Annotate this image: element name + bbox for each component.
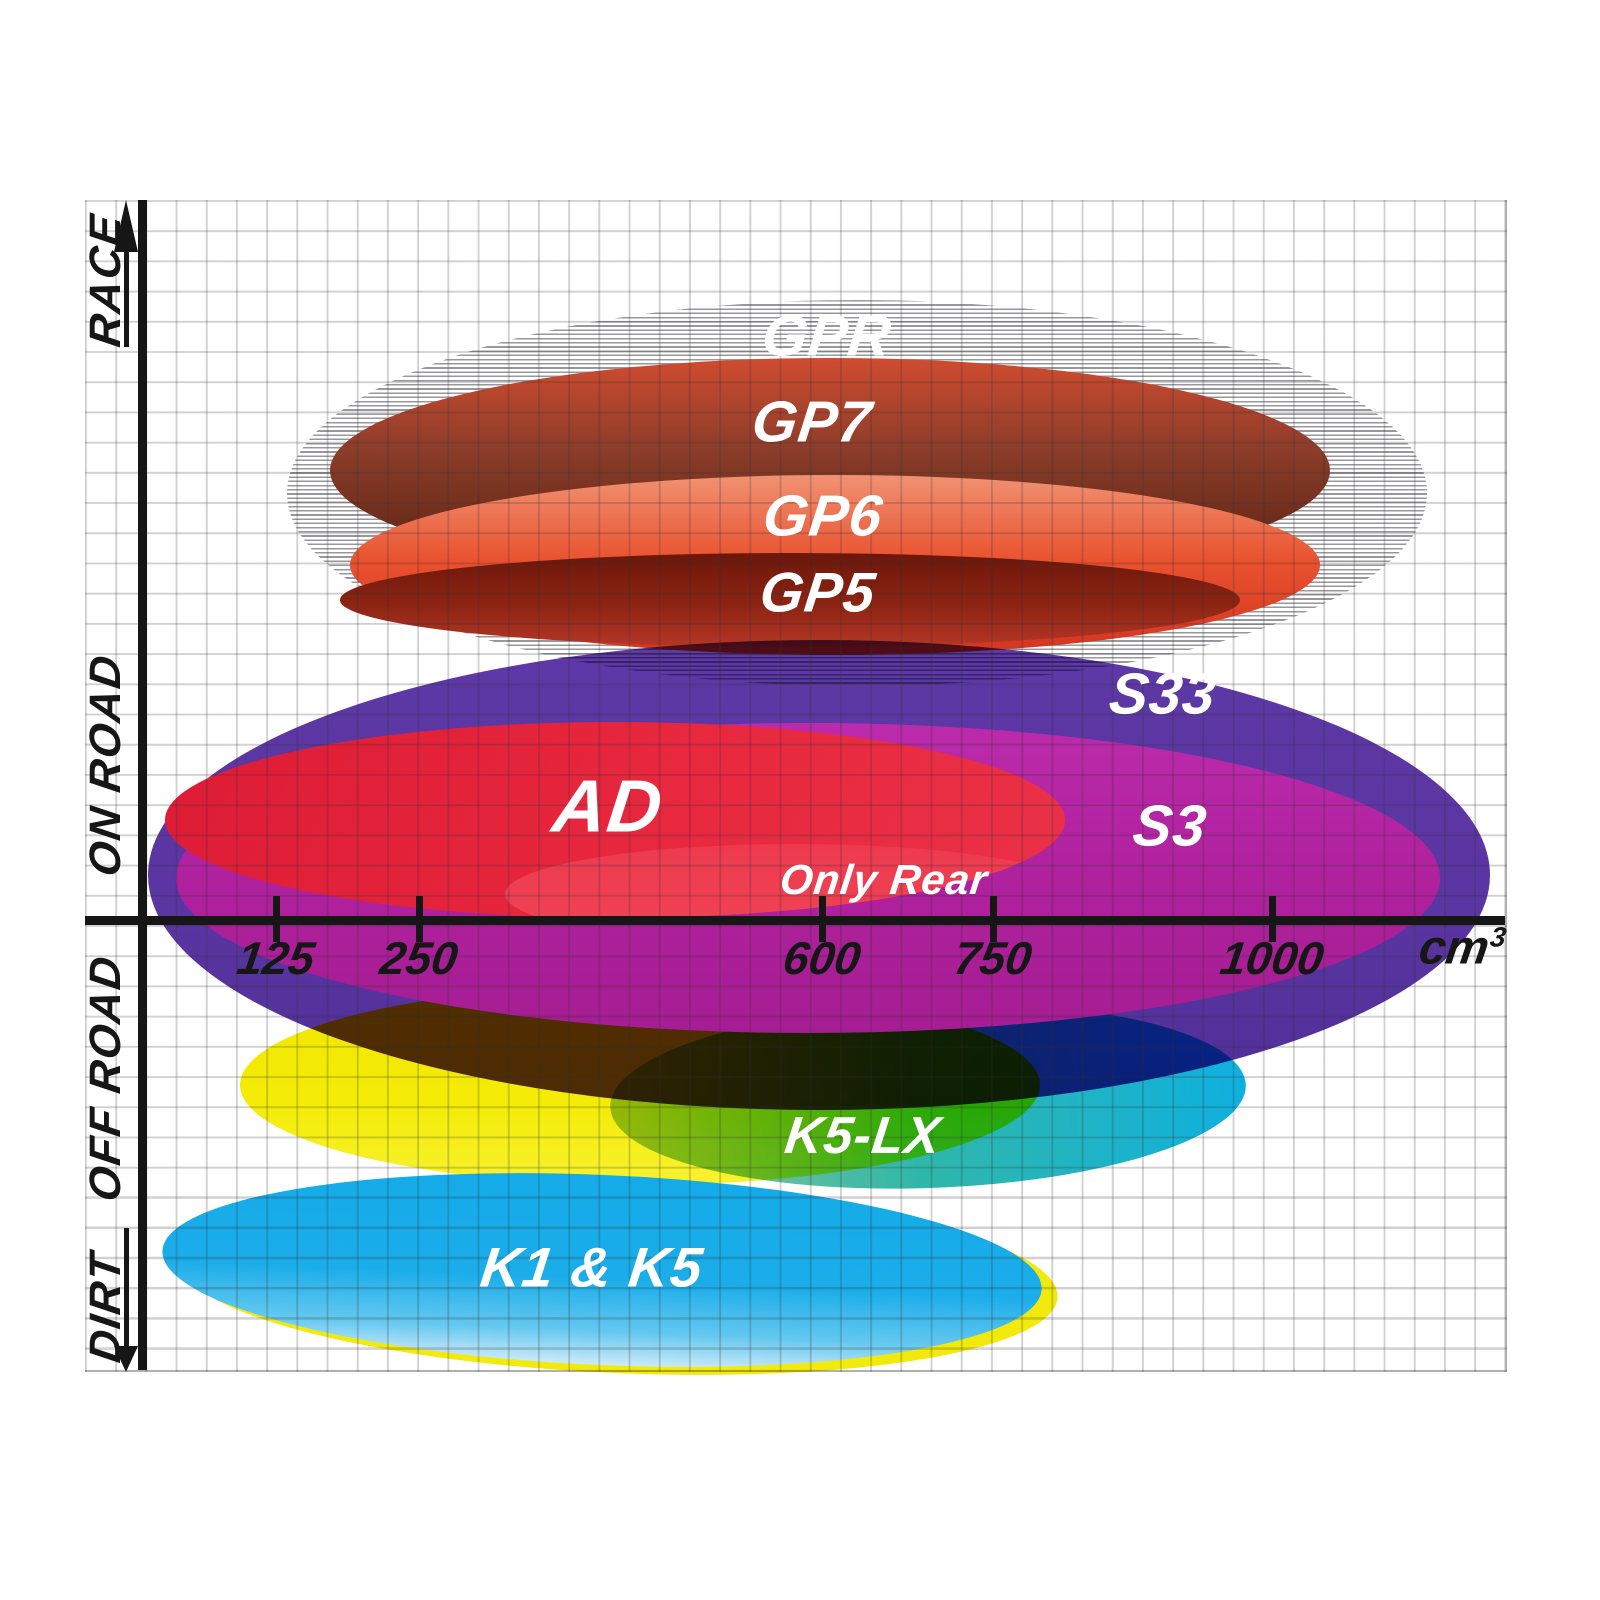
x-axis-unit-exponent: 3 (1488, 921, 1509, 953)
only-rear-ellipse (505, 844, 1065, 918)
k1k5-cyan-ellipse-label: K1 & K5 (477, 1235, 707, 1299)
ad-ellipse (165, 722, 1065, 918)
zone-label-on-road: ON ROAD (81, 650, 130, 880)
race-arrow-up-icon (114, 200, 138, 252)
only-rear-ellipse-label: Only Rear (777, 856, 991, 903)
gp6-ellipse-label: GP6 (759, 483, 887, 549)
gp5-ellipse-label: GP5 (756, 560, 880, 624)
gp7-ellipse-label: GP7 (748, 389, 876, 455)
x-axis-tick-600 (819, 896, 826, 942)
s3-ellipse-label: S3 (1129, 793, 1211, 859)
x-axis-tick-label-750: 750 (950, 932, 1036, 984)
x-axis-tick-250 (416, 896, 423, 942)
x-axis-line (85, 916, 1505, 925)
x-axis-tick-1000 (1269, 896, 1276, 942)
ad-ellipse-label: AD (548, 764, 668, 848)
zone-label-off-road: OFF ROAD (81, 951, 130, 1205)
dirt-arrow-shaft (124, 1228, 129, 1346)
race-arrow-shaft (124, 252, 129, 347)
x-axis-tick-750 (990, 896, 997, 942)
s33-ellipse-label: S33 (1105, 661, 1221, 727)
x-axis-tick-label-600: 600 (779, 932, 865, 984)
x-axis-tick-125 (273, 896, 280, 942)
gp5-ellipse (340, 553, 1240, 647)
x-axis-tick-label-1000: 1000 (1217, 932, 1327, 984)
dirt-arrow-down-icon (114, 1346, 138, 1372)
x-axis-unit-label: cm3 (1416, 921, 1509, 976)
y-axis-line (138, 200, 147, 1370)
x-axis-tick-label-125: 125 (233, 932, 319, 984)
zone-label-dirt: DIRT (81, 1248, 130, 1366)
k5lx-teal-ellipse-label: K5-LX (781, 1107, 945, 1165)
gpr-ellipse-label: GPR (758, 303, 896, 369)
zone-label-race: RACE (81, 210, 130, 350)
x-axis-unit-text: cm (1415, 921, 1493, 975)
x-axis-tick-label-250: 250 (376, 932, 462, 984)
